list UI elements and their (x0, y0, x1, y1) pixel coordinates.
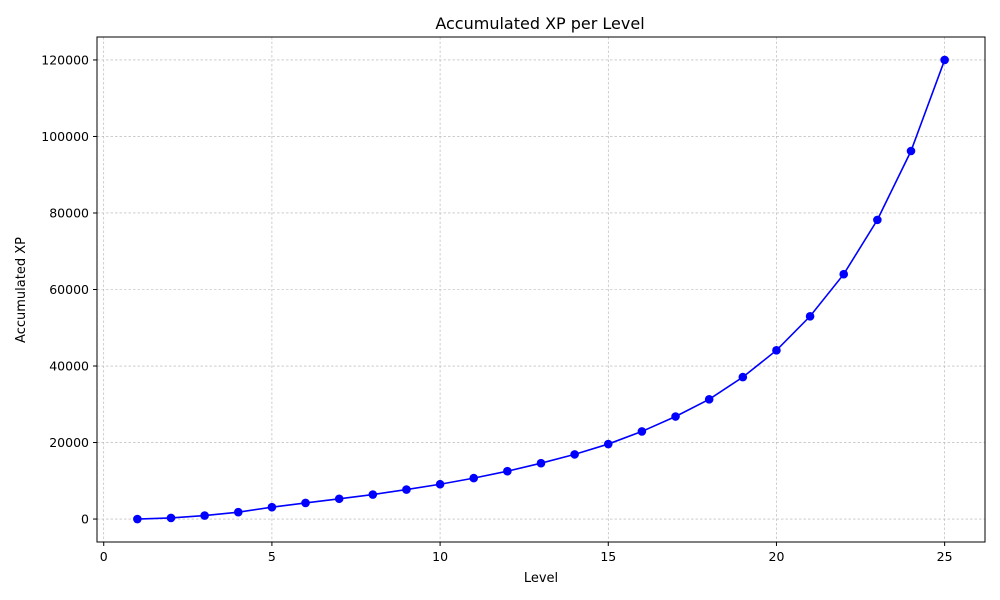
x-tick-label: 15 (600, 549, 616, 564)
data-point (603, 439, 613, 449)
x-tick-label: 20 (769, 549, 785, 564)
x-tick-label: 5 (268, 549, 276, 564)
y-tick-label: 100000 (41, 129, 89, 144)
data-point (536, 458, 546, 468)
grid (97, 37, 985, 542)
x-tick-label: 25 (937, 549, 953, 564)
y-tick-label: 80000 (49, 205, 89, 220)
data-point (570, 450, 579, 459)
data-point (940, 55, 949, 65)
y-tick-label: 60000 (49, 282, 89, 297)
chart-title: Accumulated XP per Level (435, 14, 644, 33)
y-tick-label: 0 (81, 512, 89, 527)
data-point (671, 412, 680, 421)
data-point (233, 507, 243, 517)
data-point (267, 502, 277, 512)
data-point (166, 513, 176, 523)
y-tick-label: 120000 (41, 52, 89, 67)
data-point (738, 372, 748, 382)
data-point (906, 146, 916, 156)
y-tick-label: 40000 (49, 359, 89, 374)
data-point (805, 311, 815, 321)
data-point (772, 346, 781, 355)
x-axis-label: Level (524, 571, 558, 586)
y-tick-label: 20000 (49, 435, 89, 450)
data-point (704, 394, 714, 404)
data-point (133, 514, 142, 524)
data-point (839, 269, 849, 279)
series-group (133, 55, 949, 524)
data-point (637, 427, 647, 436)
data-point (435, 479, 445, 489)
data-point (469, 473, 479, 483)
data-point (873, 215, 882, 225)
data-point (301, 498, 310, 508)
data-point (200, 511, 209, 520)
data-point (503, 466, 512, 476)
axis-ticks: 0 5 10 15 20 25 0 20000 40000 60000 80000 100000 120… (41, 52, 952, 564)
y-axis-label: Accumulated XP (14, 237, 29, 343)
x-tick-label: 0 (100, 549, 108, 564)
data-point (402, 485, 411, 494)
data-point (334, 494, 344, 504)
plot-frame (96, 36, 986, 543)
data-point (368, 490, 378, 499)
x-tick-label: 10 (432, 549, 448, 564)
